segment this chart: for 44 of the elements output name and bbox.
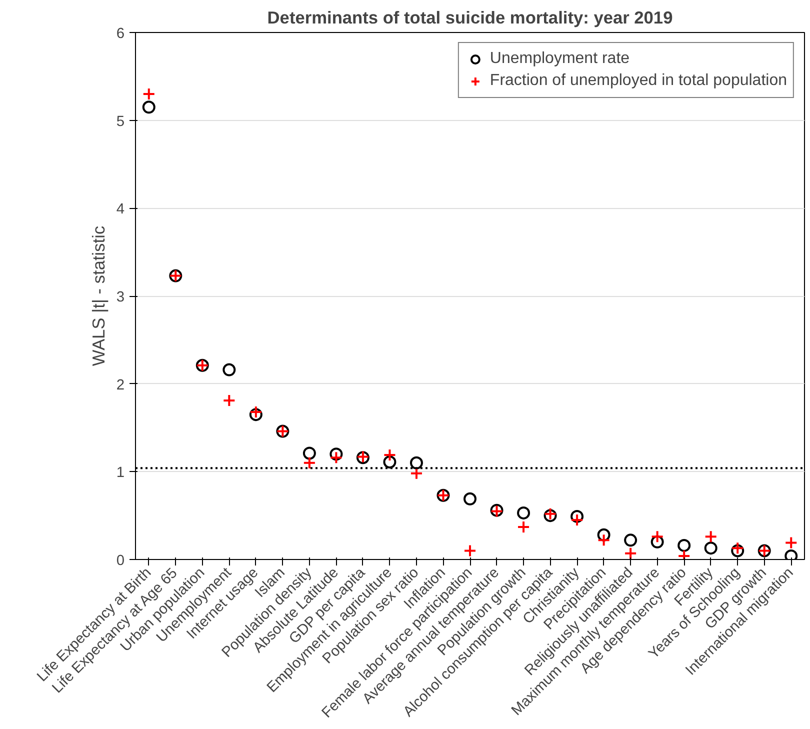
point [410,466,423,480]
point [410,456,423,470]
point [464,544,476,558]
point [142,87,156,100]
point [731,544,744,558]
point [330,448,343,461]
point [142,100,156,114]
y-tick-label: 3 [116,290,125,306]
point [222,363,236,376]
point [678,538,691,552]
point [704,530,718,544]
y-tick-label: 0 [116,553,125,569]
point [517,520,530,534]
y-tick-label: 4 [116,202,125,218]
point [650,535,664,548]
point [383,448,396,462]
point [704,542,718,555]
point [302,456,316,470]
point [597,534,610,547]
point [517,506,530,520]
y-axis-title: WALS |t| - statistic [88,226,108,366]
point [222,394,236,408]
point [464,492,476,506]
legend-label: Unemployment rate [490,50,630,68]
chart-title: Determinants of total suicide mortality: year 2019 [267,8,673,28]
point [383,456,396,468]
point [784,536,798,550]
y-tick-label: 5 [116,114,125,130]
legend-label: Fraction of unemployed in total population [490,72,787,90]
point [624,546,638,560]
point [597,528,610,542]
point [249,405,262,418]
y-tick-label: 6 [116,26,125,42]
point [302,446,316,460]
point [249,408,262,422]
point [731,542,744,555]
y-tick-label: 2 [116,377,125,394]
point [330,451,343,464]
point [784,550,798,560]
point [570,513,584,526]
point [624,534,638,547]
point [570,510,584,523]
point [650,530,664,544]
y-tick-label: 1 [116,465,125,482]
